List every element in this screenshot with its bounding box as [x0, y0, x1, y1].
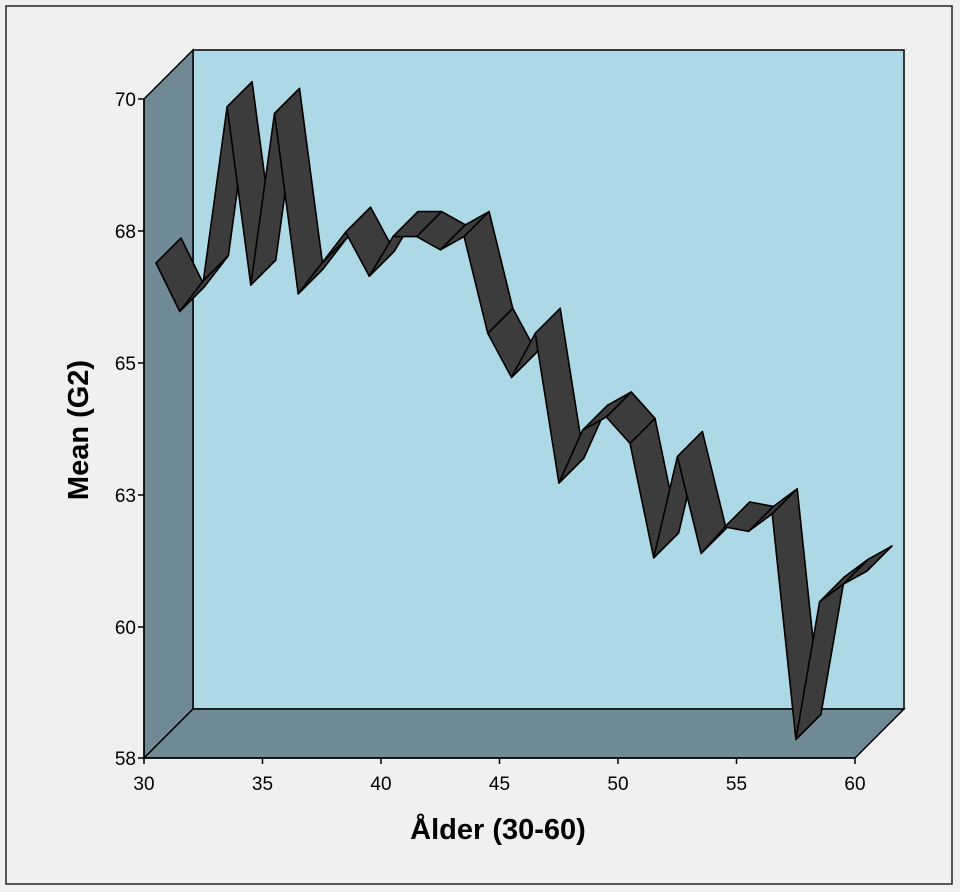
- y-tick-label: 68: [115, 222, 136, 243]
- x-tick-label: 40: [370, 774, 391, 795]
- chart-axes: 58 60 63 65 68 70 30 35 40 45 50 55 60: [115, 90, 866, 795]
- x-tick-label: 50: [607, 774, 628, 795]
- ribbon-segment: [842, 545, 893, 586]
- x-axis-title: Ålder (30-60): [410, 813, 586, 846]
- y-tick-label: 70: [115, 90, 136, 111]
- x-tick-label: 60: [844, 774, 865, 795]
- y-tick-label: 60: [115, 618, 136, 639]
- y-tick-label: 58: [115, 749, 136, 770]
- x-tick-label: 30: [133, 774, 154, 795]
- data-ribbon: [155, 81, 893, 741]
- x-tick-label: 45: [489, 774, 510, 795]
- x-tick-label: 55: [726, 774, 747, 795]
- y-tick-label: 65: [115, 354, 136, 375]
- y-axis-title: Mean (G2): [63, 360, 95, 500]
- floor: [142, 708, 906, 759]
- x-tick-label: 35: [252, 774, 273, 795]
- side-wall: [143, 48, 194, 760]
- y-tick-label: 63: [115, 486, 136, 507]
